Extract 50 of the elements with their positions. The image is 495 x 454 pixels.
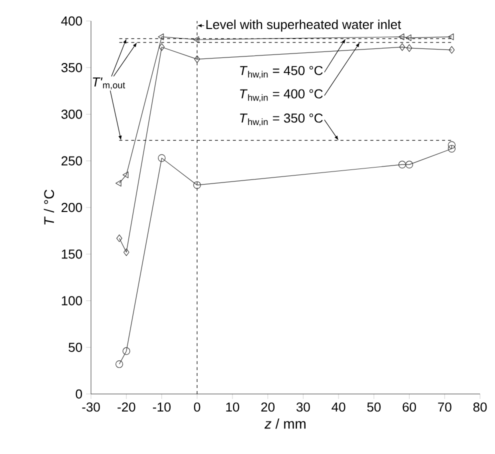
x-axis-title: z / mm xyxy=(264,418,306,429)
point xyxy=(123,248,130,256)
point xyxy=(158,34,164,40)
y-tick-label: 0 xyxy=(76,389,82,399)
x-tick-label: 70 xyxy=(438,402,452,412)
point xyxy=(448,34,454,40)
y-tick-label: 50 xyxy=(68,342,82,352)
point xyxy=(448,144,456,153)
x-tick-label: 80 xyxy=(473,402,487,412)
y-tick-label: 400 xyxy=(61,16,82,26)
point xyxy=(405,34,412,42)
x-tick-label: 50 xyxy=(367,402,381,412)
x-tick-label: 10 xyxy=(226,402,240,412)
x-tick-label: 30 xyxy=(296,402,310,412)
annotation: T$_{hw,in}$ = 350 °C xyxy=(240,114,323,126)
x-tick-label: 0 xyxy=(194,402,200,412)
point xyxy=(448,46,455,54)
point xyxy=(406,44,412,52)
point xyxy=(448,141,456,149)
point xyxy=(399,43,406,51)
ref-line-label: Level with superheated water inlet xyxy=(206,20,402,32)
x-tick-label: -30 xyxy=(82,402,100,412)
y-tick-label: 100 xyxy=(62,296,82,306)
point xyxy=(116,180,122,187)
point xyxy=(122,347,130,355)
point xyxy=(194,55,200,64)
y-tick-label: 200 xyxy=(62,202,82,212)
annotation: T$_{hw,in}$ = 450 °C xyxy=(240,66,323,79)
point xyxy=(158,154,166,162)
y-tick-label: 150 xyxy=(62,250,82,259)
y-tick-label: 250 xyxy=(62,156,82,166)
x-tick-label: 20 xyxy=(261,402,275,412)
y-tick-label: 300 xyxy=(61,110,82,119)
x-tick-label: 40 xyxy=(332,402,346,412)
point xyxy=(193,181,201,189)
y-axis-title: T / °C xyxy=(44,190,54,225)
point xyxy=(405,160,414,168)
y-tick-label: 350 xyxy=(61,63,82,72)
point xyxy=(116,360,124,368)
point xyxy=(122,172,128,178)
x-tick-label: -20 xyxy=(118,402,136,412)
annotation: T$_{hw,in}$ = 400 °C xyxy=(240,89,323,102)
annotation: T'$_{m,out}$ xyxy=(92,78,126,90)
point xyxy=(398,34,404,40)
x-tick-label: 60 xyxy=(402,402,416,412)
x-tick-label: -10 xyxy=(152,402,171,412)
point xyxy=(193,36,200,43)
point xyxy=(116,234,122,242)
point xyxy=(158,43,165,51)
point xyxy=(398,160,406,168)
